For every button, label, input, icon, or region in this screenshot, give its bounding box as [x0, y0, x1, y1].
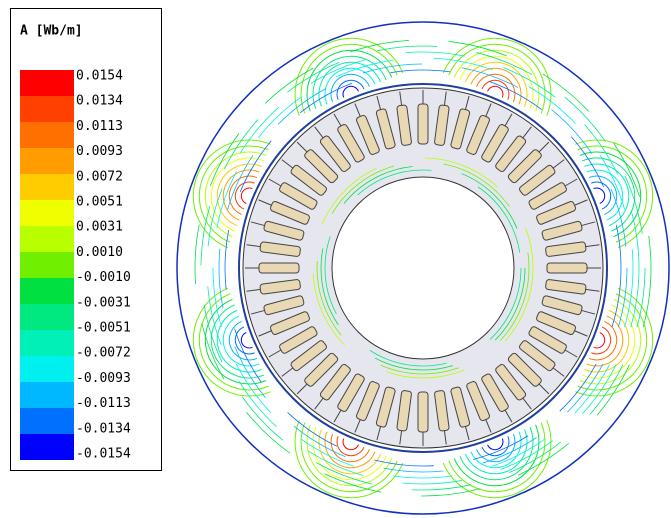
legend-swatch — [20, 148, 74, 174]
legend-swatch — [20, 70, 74, 96]
legend-swatch — [20, 382, 74, 408]
legend-label: -0.0072 — [76, 346, 131, 361]
legend-label: -0.0134 — [76, 421, 131, 436]
rotor-slot — [418, 104, 428, 144]
rotor-slot — [259, 263, 299, 273]
legend-swatch — [20, 330, 74, 356]
legend-label: 0.0051 — [76, 195, 123, 210]
motor-cross-section — [176, 21, 670, 515]
legend-swatch — [20, 96, 74, 122]
legend-title: A [Wb/m] — [20, 24, 83, 39]
legend-label: -0.0093 — [76, 371, 131, 386]
legend-label: 0.0093 — [76, 144, 123, 159]
legend-label: -0.0154 — [76, 447, 131, 462]
legend-label: -0.0113 — [76, 396, 131, 411]
rotor-slot — [418, 392, 428, 432]
legend-label: 0.0154 — [76, 69, 123, 84]
legend-swatch — [20, 304, 74, 330]
legend-swatch — [20, 122, 74, 148]
field-plot: A [Wb/m] 0.0154 0.0134 0.0113 0.0093 0.0072 0… — [0, 0, 671, 518]
legend-swatch — [20, 252, 74, 278]
legend-label: -0.0031 — [76, 295, 131, 310]
legend-label: 0.0072 — [76, 169, 123, 184]
legend-label: -0.0010 — [76, 270, 131, 285]
legend-swatch — [20, 434, 74, 460]
legend-label: 0.0010 — [76, 245, 123, 260]
legend-swatch — [20, 200, 74, 226]
legend-swatch — [20, 278, 74, 304]
legend-label: 0.0113 — [76, 119, 123, 134]
legend-swatch — [20, 174, 74, 200]
legend-swatch — [20, 408, 74, 434]
shaft-bore — [332, 177, 514, 359]
legend-label: 0.0031 — [76, 220, 123, 235]
rotor-slot — [547, 263, 587, 273]
legend-label: -0.0051 — [76, 321, 131, 336]
legend-swatch — [20, 356, 74, 382]
legend-label: 0.0134 — [76, 94, 123, 109]
legend-swatch — [20, 226, 74, 252]
page: A [Wb/m] 0.0154 0.0134 0.0113 0.0093 0.0072 0… — [0, 0, 671, 518]
